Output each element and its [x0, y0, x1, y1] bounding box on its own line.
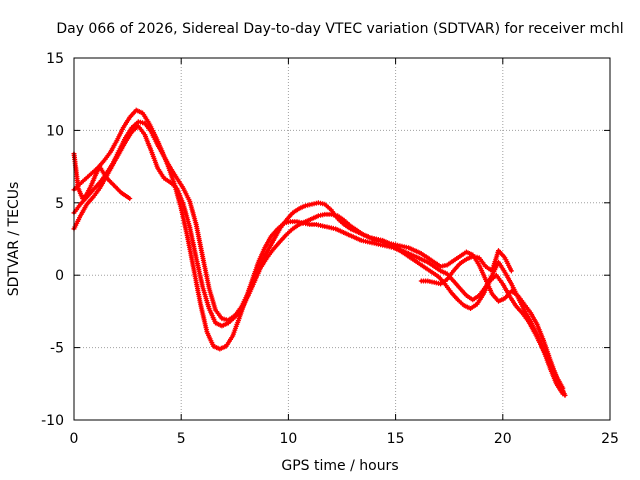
y-tick-label: -10	[41, 413, 64, 429]
y-tick-label: 5	[55, 196, 64, 212]
series-trace-1	[71, 107, 568, 398]
x-tick-label: 5	[177, 431, 186, 447]
y-tick-label: 0	[55, 268, 64, 284]
y-tick-label: 15	[46, 51, 64, 67]
series-trace-3	[71, 123, 566, 397]
series-trace-4	[71, 151, 133, 201]
tick-layer: 0 5 10 15 20 25 -10 -5 0 5 10 15	[41, 51, 619, 447]
series-layer	[71, 107, 568, 398]
y-tick-label: -5	[50, 341, 64, 357]
grid-layer	[74, 58, 610, 420]
y-tick-label: 10	[46, 123, 64, 139]
series-line	[72, 108, 567, 397]
x-tick-label: 10	[279, 431, 297, 447]
data-point-marker	[508, 268, 514, 274]
series-line	[72, 120, 565, 390]
x-tick-label: 0	[70, 431, 79, 447]
x-axis-label: GPS time / hours	[281, 458, 398, 474]
chart-title: Day 066 of 2026, Sidereal Day-to-day VTE…	[56, 21, 623, 37]
x-tick-label: 25	[601, 431, 619, 447]
data-point-marker	[560, 391, 566, 397]
series-trace-2	[71, 119, 566, 391]
plot-frame	[73, 57, 611, 421]
series-trace-5	[418, 248, 514, 287]
y-axis-label: SDTVAR / TECUs	[6, 182, 22, 297]
x-tick-label: 20	[494, 431, 512, 447]
x-tick-label: 15	[387, 431, 405, 447]
series-line	[72, 124, 565, 396]
data-point-marker	[127, 196, 133, 201]
